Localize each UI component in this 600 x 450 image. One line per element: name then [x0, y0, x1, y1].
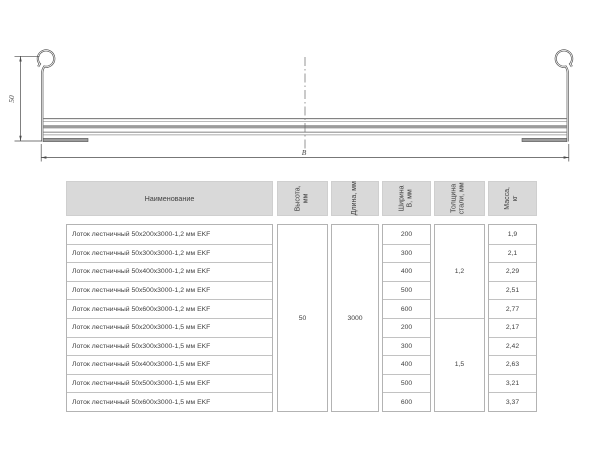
header-thickness: Толщина стали, мм — [434, 181, 485, 216]
cell-product-name: Лоток лестничный 50x600x3000-1,2 мм EKF — [67, 299, 272, 318]
header-thickness-label: Толщина стали, мм — [451, 182, 467, 215]
column-thickness: 1,2 1,5 — [434, 224, 485, 412]
cell-mass-value: 2,51 — [489, 280, 536, 300]
cell-product-name: Лоток лестничный 50x400x3000-1,5 мм EKF — [67, 355, 272, 374]
cell-mass-value: 2,17 — [489, 317, 536, 337]
cell-mass-value: 3,21 — [489, 373, 536, 393]
cell-width-value: 400 — [383, 262, 430, 281]
cell-mass-value: 2,29 — [489, 262, 536, 281]
right-side-wall — [554, 49, 574, 142]
header-height-label: Высота, мм — [294, 185, 310, 212]
cell-mass-value: 2,63 — [489, 355, 536, 374]
header-mass: Масса, кг — [488, 181, 537, 216]
column-mass: 1,9 2,1 2,29 2,51 2,77 2,17 2,42 2,63 3,21 3,37 — [488, 224, 537, 412]
cell-mass-value: 3,37 — [489, 392, 536, 411]
left-foot-flange — [42, 138, 89, 142]
height-dimension: 50 — [7, 55, 42, 142]
column-length: 3000 — [331, 224, 379, 412]
cell-mass-value: 1,9 — [507, 230, 518, 238]
cell-product-name: Лоток лестничный 50x500x3000-1,5 мм EKF — [67, 373, 272, 393]
column-height: 50 — [277, 224, 328, 412]
cell-mass-value: 2,42 — [489, 336, 536, 356]
cell-mass-value: 2,1 — [489, 243, 536, 263]
cell-width-value: 500 — [383, 280, 430, 300]
cell-product-name: Лоток лестничный 50x500x3000-1,2 мм EKF — [67, 280, 272, 300]
column-name: Лоток лестничный 50x200x3000-1,2 мм EKF Л… — [66, 224, 273, 412]
cell-width-value: 600 — [383, 392, 430, 411]
cell-thickness-top: 1,2 — [454, 267, 465, 275]
profile-drawing: 50 B — [7, 49, 574, 162]
cell-product-name: Лоток лестничный 50x200x3000-1,5 мм EKF — [67, 317, 272, 337]
cell-width-value: 300 — [383, 336, 430, 356]
cell-height-merged: 50 — [298, 314, 307, 322]
column-width: 200 300 400 500 600 200 300 400 500 600 — [382, 224, 431, 412]
cell-product-name: Лоток лестничный 50x200x3000-1,2 мм EKF — [72, 230, 211, 238]
header-length: Длина, мм — [331, 181, 379, 216]
header-name-label: Наименование — [144, 194, 195, 203]
cell-width-value: 200 — [383, 317, 430, 337]
header-mass-label: Масса, кг — [504, 187, 520, 210]
cell-product-name: Лоток лестничный 50x400x3000-1,2 мм EKF — [67, 262, 272, 281]
spec-table: Наименование Высота, мм Длина, мм Ширина… — [66, 181, 537, 412]
cell-width-value: 300 — [383, 243, 430, 263]
cell-product-name: Лоток лестничный 50x300x3000-1,5 мм EKF — [67, 336, 272, 356]
right-foot-flange — [521, 138, 568, 142]
header-width-label: Ширина В, мм — [398, 185, 414, 212]
cell-thickness-bottom: 1,5 — [435, 317, 484, 412]
cell-product-name: Лоток лестничный 50x600x3000-1,5 мм EKF — [67, 392, 272, 411]
cell-width-value: 600 — [383, 299, 430, 318]
cell-mass-value: 2,77 — [489, 299, 536, 318]
header-width: Ширина В, мм — [382, 181, 431, 216]
width-dimension-label: B — [302, 148, 307, 157]
header-length-label: Длина, мм — [350, 181, 358, 216]
header-height: Высота, мм — [277, 181, 328, 216]
cell-length-merged: 3000 — [347, 314, 363, 322]
cell-width-value: 200 — [400, 230, 413, 238]
height-dimension-label: 50 — [7, 95, 16, 103]
cell-product-name: Лоток лестничный 50x300x3000-1,2 мм EKF — [67, 243, 272, 263]
cell-width-value: 500 — [383, 373, 430, 393]
width-dimension: B — [40, 144, 570, 162]
cell-width-value: 400 — [383, 355, 430, 374]
header-name: Наименование — [66, 181, 273, 216]
